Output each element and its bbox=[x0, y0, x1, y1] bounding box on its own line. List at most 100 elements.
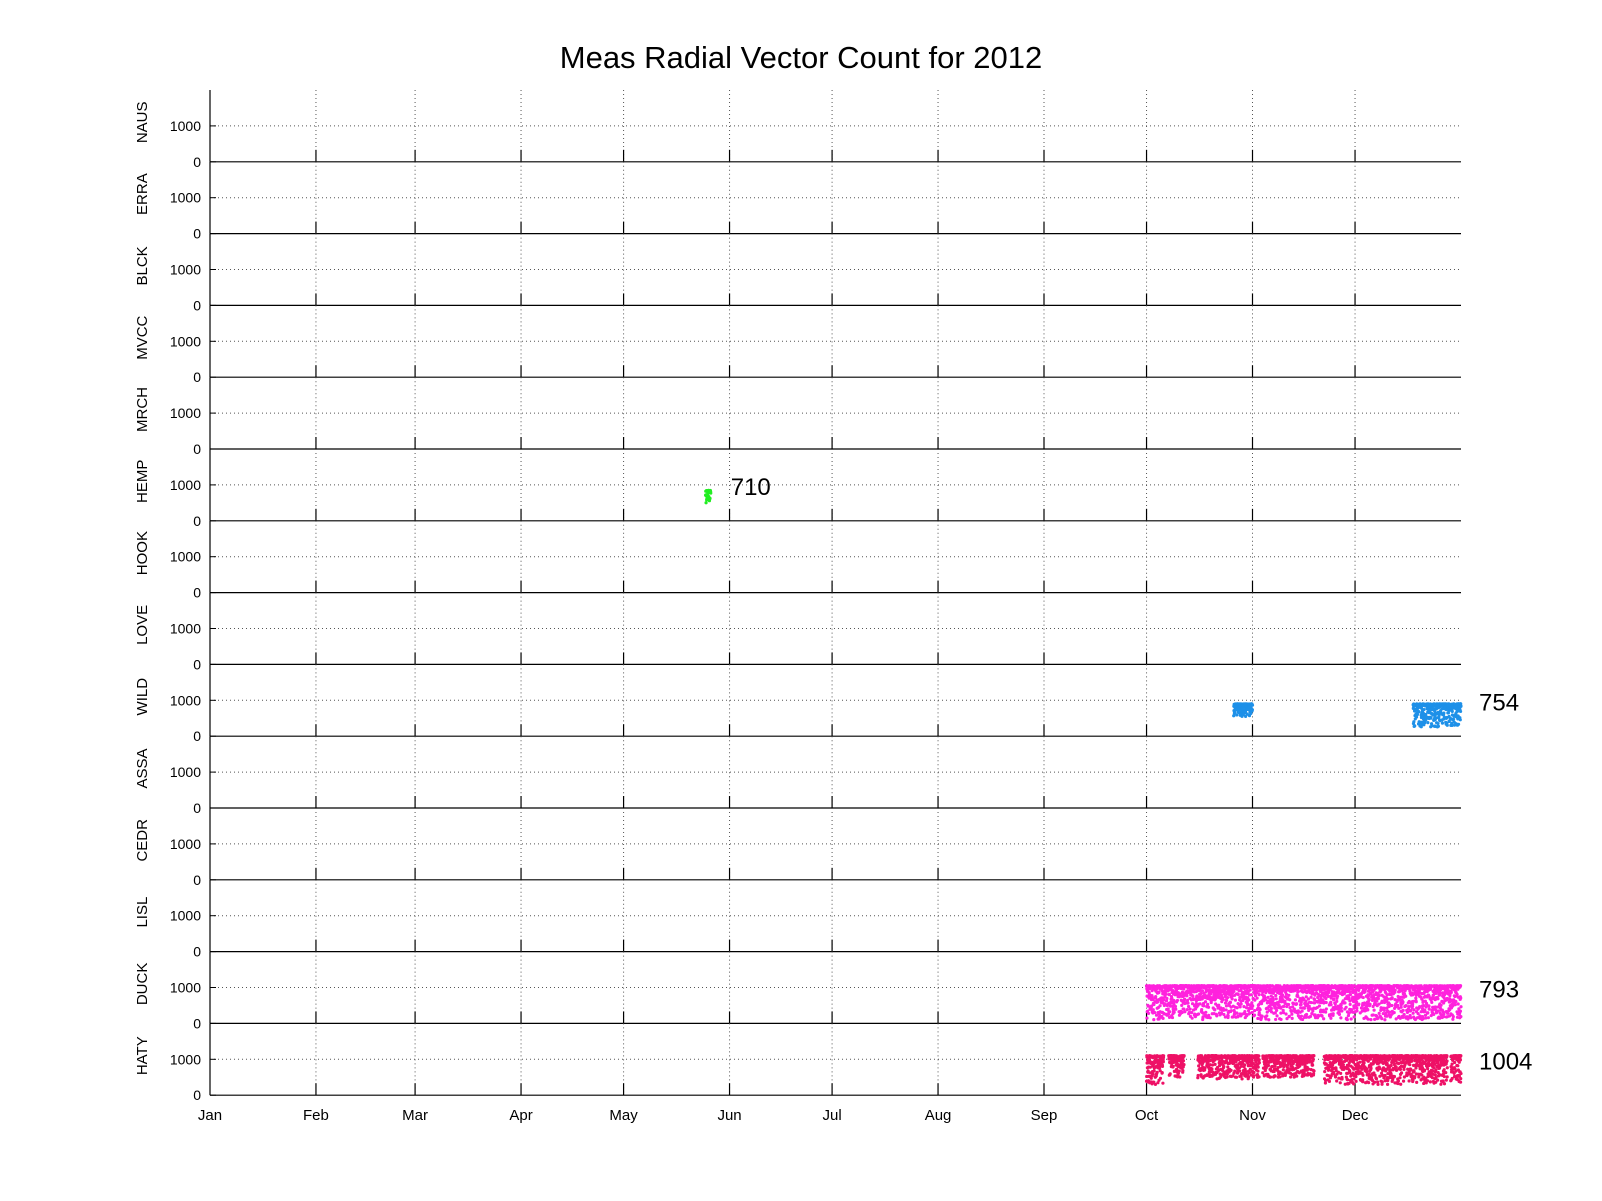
data-point-duck bbox=[1361, 995, 1365, 1000]
data-point-haty bbox=[1151, 1072, 1155, 1076]
data-point-duck bbox=[1236, 992, 1240, 997]
data-point-haty bbox=[1367, 1081, 1371, 1085]
data-point-duck bbox=[1286, 1002, 1291, 1007]
data-point-haty bbox=[1352, 1082, 1356, 1086]
data-point-duck bbox=[1277, 1003, 1281, 1007]
data-point-haty bbox=[1422, 1068, 1427, 1072]
data-point-haty bbox=[1376, 1082, 1380, 1087]
data-point-haty bbox=[1399, 1071, 1404, 1075]
data-point-duck bbox=[1154, 1013, 1159, 1017]
data-point-haty bbox=[1168, 1072, 1172, 1076]
data-point-haty bbox=[1401, 1079, 1406, 1083]
data-point-duck bbox=[1226, 1014, 1230, 1018]
data-point-duck bbox=[1180, 1010, 1184, 1015]
data-point-haty bbox=[1417, 1075, 1421, 1079]
data-point-duck bbox=[1304, 1012, 1309, 1017]
y-tick-label: 1000 bbox=[170, 764, 201, 780]
data-point-duck bbox=[1226, 995, 1230, 1000]
data-point-duck bbox=[1302, 1006, 1307, 1010]
data-point-wild bbox=[1436, 721, 1440, 726]
data-point-duck bbox=[1154, 995, 1158, 999]
data-point-haty bbox=[1182, 1062, 1186, 1067]
data-point-haty bbox=[1213, 1062, 1217, 1066]
data-point-haty bbox=[1247, 1075, 1251, 1079]
data-point-duck bbox=[1451, 1015, 1455, 1019]
data-point-haty bbox=[1266, 1063, 1271, 1068]
y-tick-label: 0 bbox=[193, 728, 201, 744]
data-point-duck bbox=[1196, 1012, 1201, 1016]
data-point-duck bbox=[1166, 1012, 1171, 1016]
data-point-haty bbox=[1182, 1054, 1186, 1058]
annotation-duck: 793 bbox=[1479, 977, 1519, 1004]
data-point-duck bbox=[1310, 1011, 1314, 1016]
data-point-haty bbox=[1365, 1067, 1369, 1071]
data-point-duck bbox=[1449, 990, 1453, 995]
data-point-duck bbox=[1343, 997, 1347, 1001]
data-point-duck bbox=[1208, 1016, 1212, 1020]
data-point-duck bbox=[1248, 1011, 1252, 1015]
data-point-haty bbox=[1398, 1067, 1403, 1071]
data-point-wild bbox=[1422, 707, 1426, 712]
data-point-duck bbox=[1251, 1004, 1255, 1008]
data-point-haty bbox=[1158, 1076, 1163, 1080]
data-point-duck bbox=[1235, 1006, 1239, 1010]
y-tick-label: 1000 bbox=[170, 477, 201, 493]
data-point-duck bbox=[1274, 1017, 1278, 1022]
data-point-haty bbox=[1341, 1063, 1345, 1067]
data-point-duck bbox=[1392, 1010, 1396, 1015]
data-point-duck bbox=[1376, 997, 1380, 1001]
data-point-duck bbox=[1427, 1007, 1431, 1011]
data-point-duck bbox=[1326, 994, 1330, 998]
data-point-haty bbox=[1257, 1075, 1261, 1079]
data-point-duck bbox=[1458, 1009, 1463, 1013]
data-point-duck bbox=[1307, 1004, 1311, 1008]
data-point-haty bbox=[1312, 1069, 1316, 1073]
data-point-duck bbox=[1285, 1017, 1289, 1021]
data-point-duck bbox=[1324, 1010, 1328, 1014]
data-point-duck bbox=[1401, 1008, 1405, 1012]
data-point-haty bbox=[1175, 1062, 1179, 1066]
station-label-naus: NAUS bbox=[134, 101, 151, 143]
data-point-duck bbox=[1409, 1016, 1413, 1020]
data-point-duck bbox=[1312, 997, 1317, 1002]
data-point-duck bbox=[1308, 990, 1312, 995]
data-point-duck bbox=[1380, 1017, 1384, 1021]
data-point-duck bbox=[1375, 999, 1379, 1003]
data-point-duck bbox=[1206, 1002, 1210, 1007]
data-point-duck bbox=[1219, 1011, 1224, 1015]
data-point-duck bbox=[1207, 1013, 1211, 1017]
data-point-wild bbox=[1442, 711, 1446, 715]
data-point-duck bbox=[1426, 1011, 1430, 1015]
data-point-duck bbox=[1167, 992, 1171, 997]
data-point-haty bbox=[1338, 1081, 1342, 1085]
station-label-cedr: CEDR bbox=[134, 819, 151, 862]
data-point-duck bbox=[1284, 992, 1289, 996]
y-tick-label: 0 bbox=[193, 872, 201, 888]
data-point-duck bbox=[1172, 998, 1176, 1003]
data-point-duck bbox=[1367, 998, 1371, 1002]
data-point-duck bbox=[1230, 997, 1234, 1001]
data-point-duck bbox=[1166, 1007, 1170, 1011]
data-point-haty bbox=[1161, 1081, 1165, 1085]
data-point-duck bbox=[1180, 1003, 1184, 1007]
data-point-duck bbox=[1337, 1012, 1342, 1016]
data-point-duck bbox=[1309, 1000, 1313, 1005]
data-point-duck bbox=[1459, 996, 1463, 1000]
data-point-duck bbox=[1382, 1008, 1386, 1012]
data-point-duck bbox=[1344, 1005, 1348, 1009]
data-point-duck bbox=[1432, 1012, 1436, 1017]
data-point-duck bbox=[1202, 1004, 1206, 1008]
data-point-wild bbox=[1250, 703, 1255, 707]
data-point-duck bbox=[1249, 993, 1253, 997]
data-point-duck bbox=[1221, 998, 1225, 1002]
data-point-duck bbox=[1293, 998, 1298, 1002]
data-point-duck bbox=[1290, 1016, 1294, 1020]
data-point-haty bbox=[1222, 1065, 1226, 1069]
data-point-duck bbox=[1317, 1004, 1321, 1008]
annotation-wild: 754 bbox=[1479, 689, 1519, 716]
data-point-wild bbox=[1450, 709, 1454, 713]
data-point-duck bbox=[1373, 1017, 1377, 1021]
y-tick-label: 1000 bbox=[170, 405, 201, 421]
y-tick-label: 0 bbox=[193, 1015, 201, 1031]
